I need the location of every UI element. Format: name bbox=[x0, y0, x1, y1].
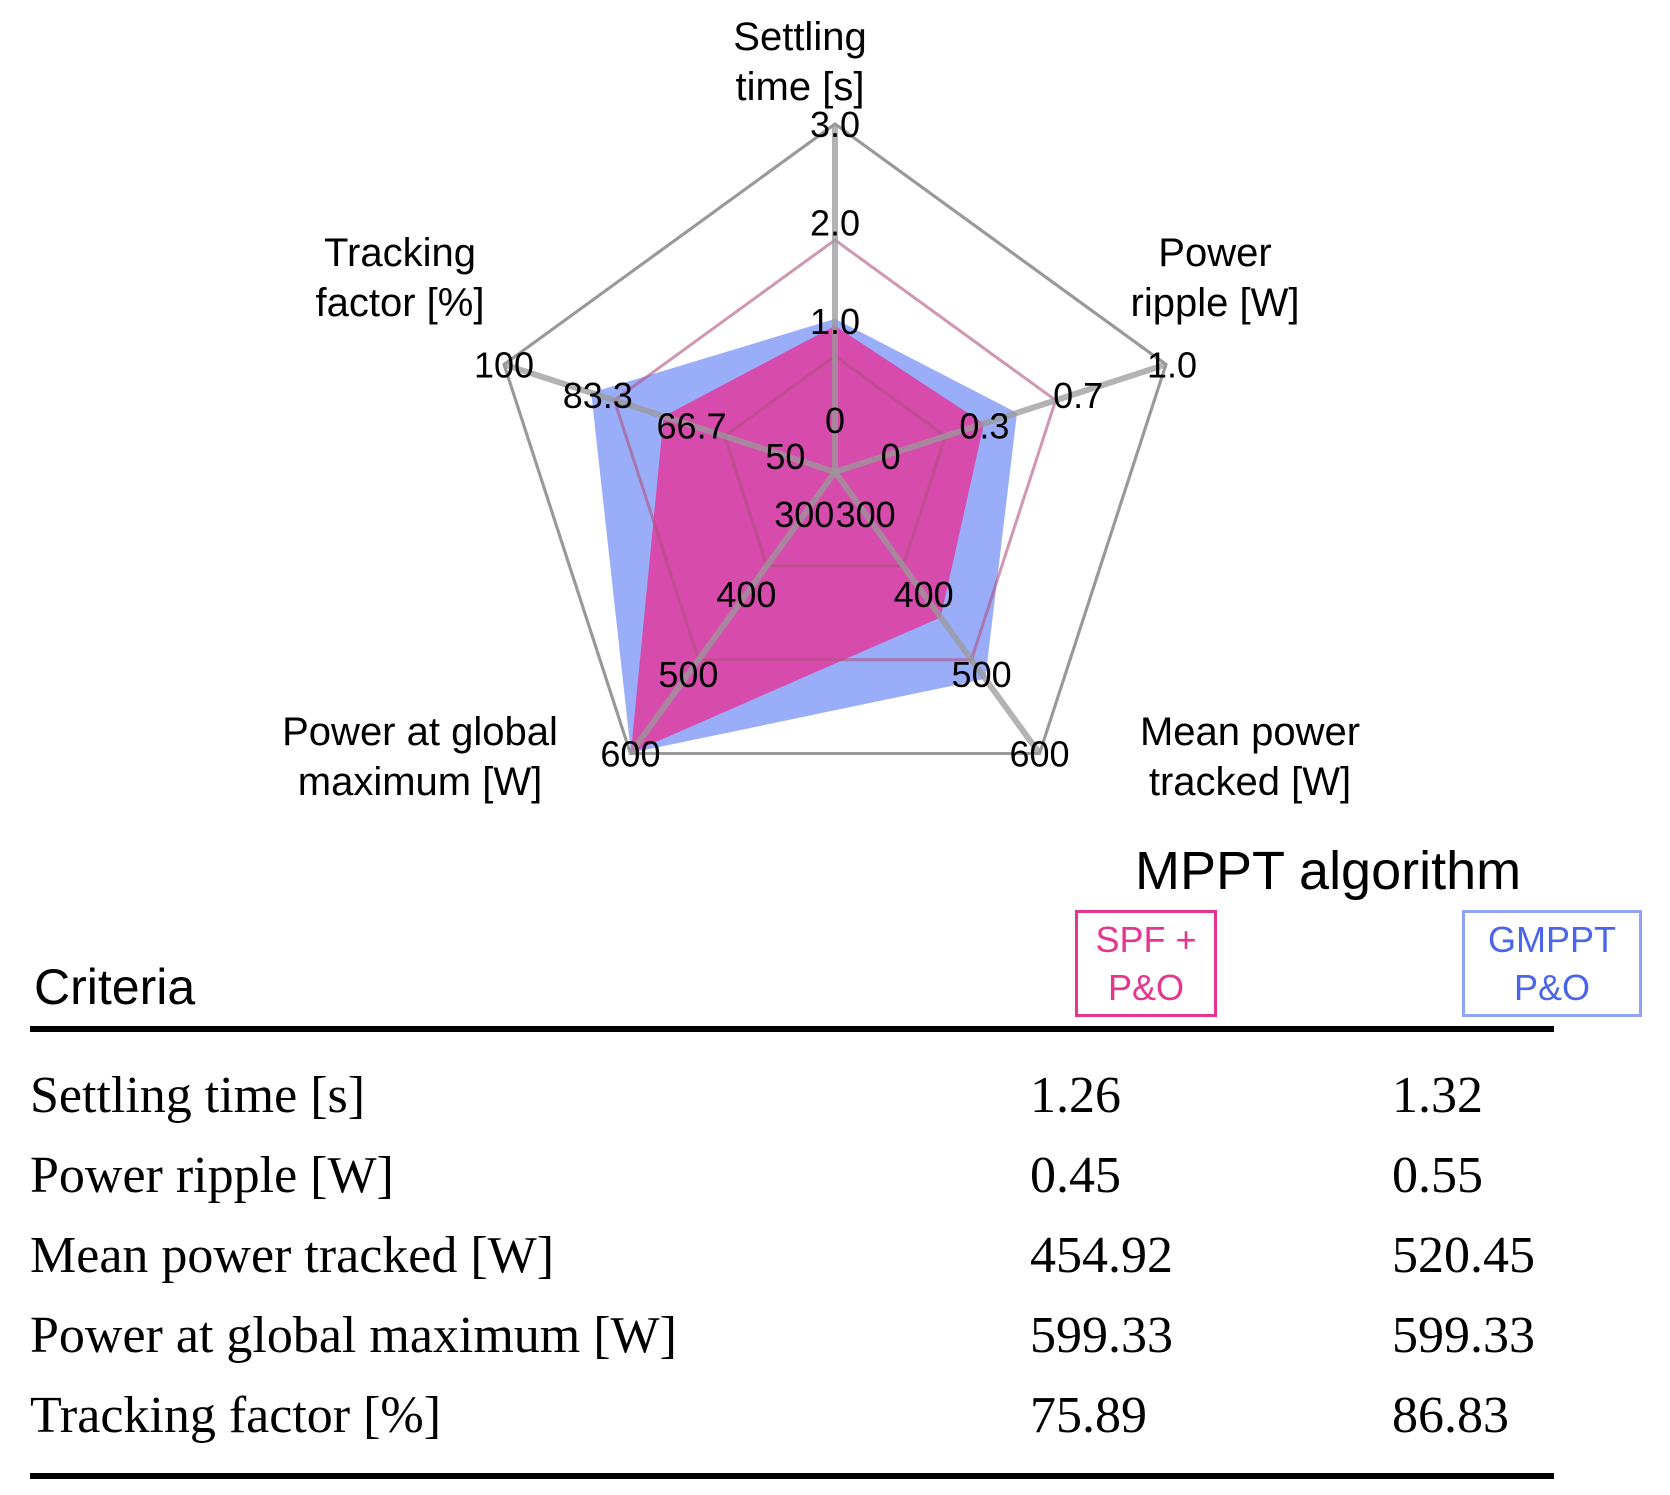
tick-label: 1.0 bbox=[810, 301, 860, 342]
axis-label: Power bbox=[1158, 231, 1271, 275]
grid-ring bbox=[612, 238, 1058, 662]
tick-label: 500 bbox=[952, 654, 1012, 695]
spf-value-cell: 1.26 bbox=[1030, 1067, 1121, 1124]
spf-value-cell: 0.45 bbox=[1030, 1147, 1121, 1204]
criterion-cell: Power ripple [W] bbox=[30, 1147, 394, 1204]
table-row: Mean power tracked [W] 454.92 520.45 bbox=[0, 1226, 1670, 1306]
axis-label: time [s] bbox=[736, 65, 865, 109]
table-row: Power at global maximum [W] 599.33 599.3… bbox=[0, 1306, 1670, 1386]
axis-label: Settling bbox=[733, 15, 866, 59]
axis-spoke bbox=[628, 470, 838, 756]
tick-label: 600 bbox=[1010, 734, 1070, 775]
radar-chart: 0 1.0 2.0 3.0 0 0.3 0.7 1.0 300 400 500 600 300 400 50… bbox=[282, 15, 1360, 804]
tick-label: 0 bbox=[881, 436, 901, 477]
axis-label: factor [%] bbox=[316, 281, 485, 325]
legend-gmppt-line1: GMPPT bbox=[1487, 918, 1616, 960]
tick-label: 300 bbox=[774, 494, 834, 535]
gmppt-value-cell: 599.33 bbox=[1392, 1307, 1535, 1364]
tick-label: 100 bbox=[474, 344, 534, 385]
tick-label: 300 bbox=[836, 494, 896, 535]
spf-value-cell: 599.33 bbox=[1030, 1307, 1173, 1364]
axis-spoke bbox=[834, 361, 1167, 475]
grid-ring bbox=[722, 354, 948, 568]
table-row: Settling time [s] 1.26 1.32 bbox=[0, 1066, 1670, 1146]
table-bottom-rule bbox=[30, 1473, 1554, 1479]
axis-label: Mean power bbox=[1140, 710, 1360, 754]
tick-label: 400 bbox=[716, 574, 776, 615]
criterion-cell: Tracking factor [%] bbox=[30, 1387, 442, 1444]
spf-value-cell: 454.92 bbox=[1030, 1227, 1173, 1284]
tick-label: 66.7 bbox=[657, 405, 727, 446]
table-row: Power ripple [W] 0.45 0.55 bbox=[0, 1146, 1670, 1226]
gmppt-value-cell: 86.83 bbox=[1392, 1387, 1509, 1444]
table-row: Tracking factor [%] 75.89 86.83 bbox=[0, 1386, 1670, 1466]
table-header-criteria: Criteria bbox=[34, 959, 196, 1015]
criterion-cell: Power at global maximum [W] bbox=[30, 1307, 677, 1364]
tick-label: 500 bbox=[658, 654, 718, 695]
axis-spoke bbox=[503, 361, 836, 475]
axis-label: maximum [W] bbox=[298, 760, 542, 804]
tick-label: 0.3 bbox=[959, 405, 1009, 446]
legend-spf-po: SPF + P&O bbox=[1075, 910, 1217, 1017]
gmppt-value-cell: 520.45 bbox=[1392, 1227, 1535, 1284]
criterion-cell: Mean power tracked [W] bbox=[30, 1227, 555, 1284]
gmppt-value-cell: 0.55 bbox=[1392, 1147, 1483, 1204]
tick-label: 1.0 bbox=[1147, 344, 1197, 385]
spf-value-cell: 75.89 bbox=[1030, 1387, 1147, 1444]
legend-title: MPPT algorithm bbox=[1135, 841, 1522, 901]
axis-label: ripple [W] bbox=[1131, 281, 1300, 325]
tick-label: 50 bbox=[765, 436, 805, 477]
legend-gmppt-po: GMPPT P&O bbox=[1462, 910, 1642, 1017]
legend-spf-line1: SPF + bbox=[1095, 918, 1197, 960]
grid-ring-outer bbox=[502, 122, 1168, 756]
tick-label: 83.3 bbox=[563, 375, 633, 416]
tick-label: 600 bbox=[600, 734, 660, 775]
gmppt-value-cell: 1.32 bbox=[1392, 1067, 1483, 1124]
axis-label: Power at global bbox=[282, 710, 558, 754]
legend-spf-line2: P&O bbox=[1107, 966, 1185, 1008]
legend-gmppt-line2: P&O bbox=[1513, 966, 1591, 1008]
axis-spoke bbox=[832, 470, 1042, 756]
table-top-rule bbox=[30, 1026, 1554, 1032]
tick-label: 0.7 bbox=[1053, 375, 1103, 416]
axis-label: Tracking bbox=[324, 231, 476, 275]
tick-label: 400 bbox=[894, 574, 954, 615]
axis-label: tracked [W] bbox=[1149, 760, 1351, 804]
tick-label: 2.0 bbox=[810, 203, 860, 244]
criterion-cell: Settling time [s] bbox=[30, 1067, 366, 1124]
tick-label: 0 bbox=[825, 400, 845, 441]
tick-label: 3.0 bbox=[810, 104, 860, 145]
